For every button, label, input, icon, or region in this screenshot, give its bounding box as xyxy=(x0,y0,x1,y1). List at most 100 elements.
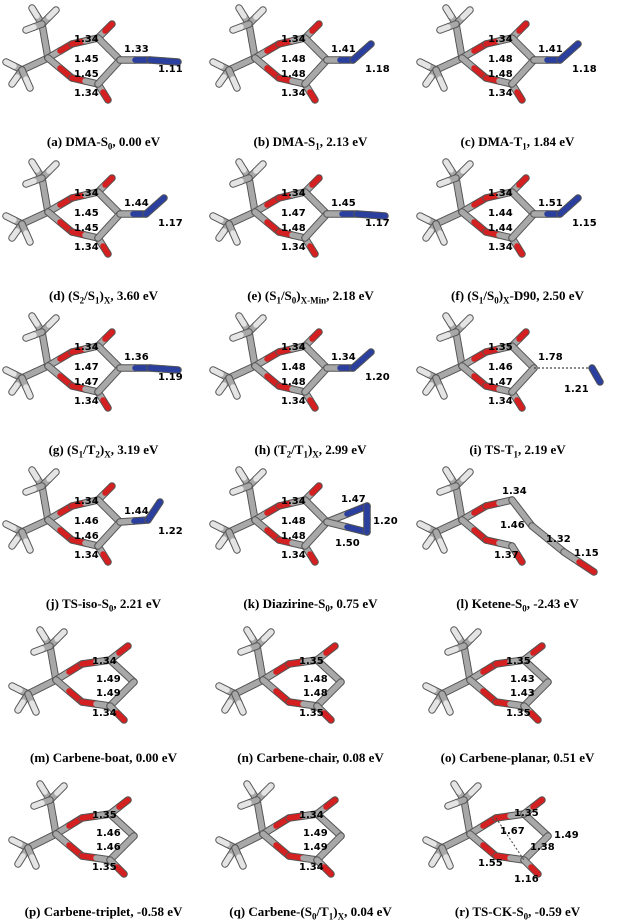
ring-bond xyxy=(458,516,490,544)
carbonyl-bond xyxy=(520,642,546,664)
molecule-panel: 1.34 1.49 1.49 1.34 (q) Carbene-(S0/T1)X, 0.… xyxy=(207,770,414,924)
bond-length-label: 1.48 xyxy=(281,223,306,234)
methyl-bond xyxy=(225,362,259,382)
bond-length-label: 1.46 xyxy=(488,362,513,373)
caption-text: Ketene-S xyxy=(471,596,523,611)
bond-length-label: 1.35 xyxy=(506,708,531,719)
bond-length-label: 1.16 xyxy=(514,874,539,885)
caption-subscript: 1 xyxy=(522,141,527,152)
molecule-structure: 1.35 1.46 1.46 1.35 xyxy=(8,780,138,878)
methyl-bond xyxy=(18,362,52,382)
bond-length-label: 1.49 xyxy=(554,830,579,841)
caption-text: (T xyxy=(273,442,287,457)
ring-bond xyxy=(466,814,500,838)
molecule-structure: 1.34 1.46 1.37 1.321.15 xyxy=(416,466,599,576)
bond-length-label: 1.67 xyxy=(500,826,525,837)
panel-letter: (l) xyxy=(456,596,469,611)
ring-bond xyxy=(94,496,124,526)
nn-bond xyxy=(144,498,164,524)
bond-length-label: 1.49 xyxy=(303,828,328,839)
bond-length-label: 1.34 xyxy=(281,188,306,199)
panel-caption: (i) TS-T1, 2.19 eV xyxy=(414,442,621,460)
bond-length-label: 1.47 xyxy=(74,377,99,388)
ring-bond xyxy=(285,698,321,710)
caption-text: TS-T xyxy=(484,442,514,457)
bond-length-label: 1.15 xyxy=(574,548,599,559)
ring-bond xyxy=(251,516,283,544)
ring-bond xyxy=(259,660,293,684)
caption-text: /S xyxy=(84,288,96,303)
ring-bond xyxy=(94,518,124,550)
methyl-bond xyxy=(231,830,267,852)
ring-bond xyxy=(482,496,516,510)
caption-text: Diazirine-S xyxy=(262,596,326,611)
molecule-structure: 1.35 1.43 1.43 1.35 xyxy=(422,626,552,724)
caption-subscript: X xyxy=(103,295,111,306)
ring-bond xyxy=(44,362,76,390)
bond-length-label: 1.35 xyxy=(514,808,539,819)
caption-subscript: 1 xyxy=(328,911,334,922)
hydrogen-bond xyxy=(22,174,46,188)
bond-length-label: 1.34 xyxy=(74,242,99,253)
ring-bond xyxy=(44,40,76,62)
methyl-bond xyxy=(225,208,259,228)
bond-length-label: 1.47 xyxy=(281,208,306,219)
panel-letter: (j) xyxy=(45,596,59,611)
molecule-panel: 1.34 1.45 1.45 1.34 1.33 1.11 (a) DMA-S0, 0.00… xyxy=(0,0,207,154)
molecule-panel: 1.35 1.67 1.49 1.55 1.38 1.16 (r) TS-CK-S0, -0… xyxy=(414,770,621,924)
caption-text: Carbene-chair, 0.08 eV xyxy=(256,750,384,765)
panel-letter: (c) xyxy=(460,134,475,149)
caption-subscript: 1 xyxy=(315,141,320,152)
caption-subscript: 0 xyxy=(291,295,297,306)
ring-bond xyxy=(301,342,331,372)
carbonyl-bond xyxy=(106,796,132,818)
bond-length-label: 1.19 xyxy=(158,372,183,383)
methyl-bond xyxy=(18,208,52,228)
ring-bond xyxy=(251,502,283,524)
bond-length-label: 1.34 xyxy=(281,34,306,45)
carbonyl-bond xyxy=(313,856,335,878)
ring-bond xyxy=(458,194,490,216)
hydrogen-bond xyxy=(22,20,46,34)
methyl-bond xyxy=(432,208,466,228)
bond-length-label: 1.34 xyxy=(281,496,306,507)
caption-text: , 2.21 eV xyxy=(113,596,162,611)
molecule-structure: 1.34 1.45 1.45 1.34 1.44 1.17 xyxy=(2,158,183,258)
bond-length-label: 1.34 xyxy=(488,396,513,407)
caption-subscript: 1 xyxy=(478,295,484,306)
methyl-bond xyxy=(24,676,60,698)
bond-length-label: 1.20 xyxy=(365,372,390,383)
caption-text: , 0.75 eV xyxy=(329,596,378,611)
ring-bond xyxy=(301,364,331,396)
hydrogen-bond xyxy=(215,836,239,852)
caption-subscript: 0 xyxy=(107,141,113,152)
panel-caption: (a) DMA-S0, 0.00 eV xyxy=(0,134,207,152)
hydrogen-bond xyxy=(432,374,448,400)
ring-bond xyxy=(458,40,490,62)
hydrogen-bond xyxy=(237,796,261,810)
methyl-bond xyxy=(46,796,60,838)
hydrogen-bond xyxy=(432,66,448,92)
hydrogen-bond xyxy=(225,528,241,554)
bond-length-label: 1.41 xyxy=(331,44,356,55)
methyl-bond xyxy=(438,830,474,852)
methyl-bond xyxy=(38,174,52,216)
caption-subscript: X xyxy=(503,295,510,306)
bond-length-label: 1.15 xyxy=(572,218,597,229)
methyl-bond xyxy=(38,20,52,62)
bond-length-label: 1.11 xyxy=(158,64,183,75)
panel-letter: (p) xyxy=(24,904,41,919)
hydrogen-bond xyxy=(235,4,253,28)
methyl-bond xyxy=(253,796,267,838)
ring-bond xyxy=(466,676,500,706)
panel-caption: (c) DMA-T1, 1.84 eV xyxy=(414,134,621,152)
caption-subscript: 1 xyxy=(513,449,519,460)
methyl-bond xyxy=(225,516,259,536)
caption-subscript: 2 xyxy=(95,449,100,460)
caption-text: Carbene-(S xyxy=(248,904,312,919)
molecule-structure: 1.34 1.48 1.48 1.34 1.41 1.18 xyxy=(416,4,597,104)
ring-bond xyxy=(466,830,500,860)
hydrogen-bond xyxy=(438,690,454,716)
bond-length-label: 1.49 xyxy=(96,688,121,699)
